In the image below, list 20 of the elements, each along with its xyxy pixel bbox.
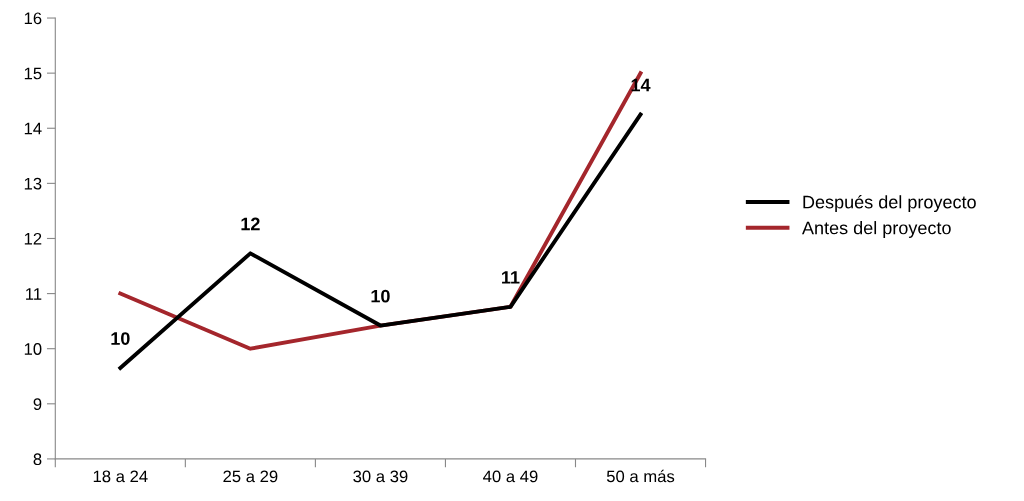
y-tick-label: 8 <box>33 453 42 466</box>
legend-label: Antes del proyecto <box>802 221 951 238</box>
data-label: 11 <box>502 271 520 284</box>
y-tick-label: 13 <box>24 177 42 190</box>
x-tick-label: 50 a más <box>606 469 675 483</box>
y-tick-label: 15 <box>24 67 42 80</box>
y-tick-label: 10 <box>24 343 42 355</box>
y-tick-label: 16 <box>24 12 42 25</box>
x-tick-label: 30 a 39 <box>353 470 408 483</box>
legend-label: Después del proyecto <box>803 194 976 213</box>
y-tick-label: 14 <box>24 122 42 135</box>
data-label: 10 <box>371 289 390 303</box>
data-label: 12 <box>241 217 260 231</box>
x-tick-label: 25 a 29 <box>223 470 278 483</box>
y-tick-label: 9 <box>33 398 42 411</box>
x-tick-label: 40 a 49 <box>483 470 538 483</box>
data-label: 10 <box>111 332 130 345</box>
y-tick-label: 11 <box>26 288 42 300</box>
y-tick-label: 12 <box>24 232 42 245</box>
x-tick-label: 18 a 24 <box>93 470 148 483</box>
